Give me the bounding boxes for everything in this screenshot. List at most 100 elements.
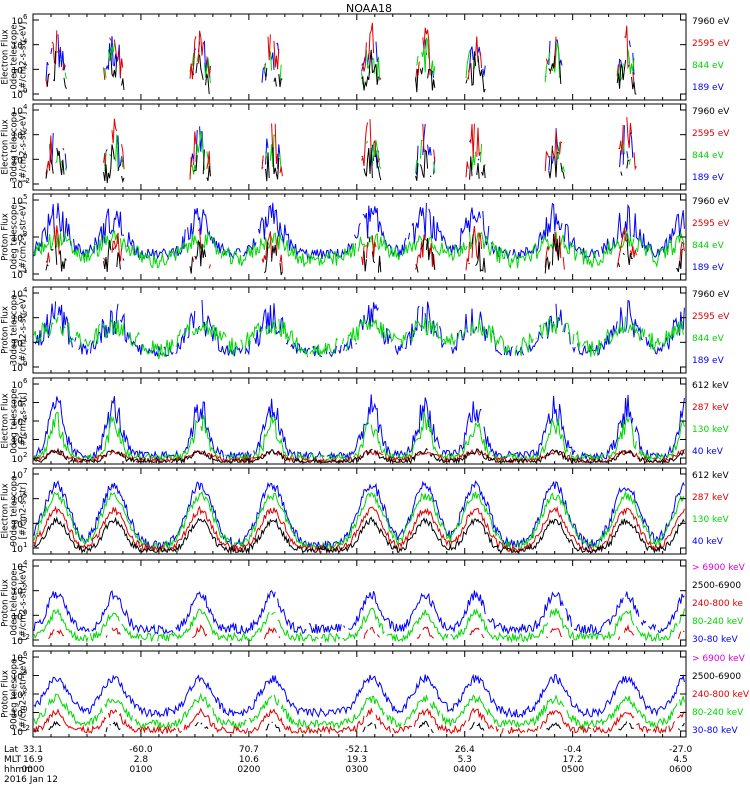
y-tick-label: 10 bbox=[12, 132, 24, 142]
y-tick-exponent: 0 bbox=[23, 608, 27, 616]
legend-item-green: 80-240 keV bbox=[692, 617, 744, 627]
ylabel-line: 90deg telescope bbox=[10, 476, 20, 547]
y-tick-label: 10 bbox=[12, 496, 24, 506]
panel-8-traces bbox=[33, 673, 685, 735]
ylabel-line: 0deg telescope bbox=[10, 204, 20, 269]
x-tick-hhmm: 0200 bbox=[237, 765, 260, 775]
y-tick-exponent: 1 bbox=[23, 335, 27, 343]
panel-1-frame bbox=[32, 13, 687, 101]
y-tick-label: 10 bbox=[12, 400, 24, 410]
y-tick-exponent: 2 bbox=[23, 128, 27, 136]
legend-item-red: 240-800 ke bbox=[692, 599, 743, 609]
y-tick-label: 10 bbox=[12, 91, 24, 101]
ylabel-line: TED bbox=[0, 228, 2, 247]
x-row-label: Lat bbox=[4, 745, 19, 755]
legend-item-green: 130 keV bbox=[692, 515, 729, 525]
legend-item-black: 612 keV bbox=[692, 471, 729, 481]
legend-item-magenta: > 6900 keV bbox=[692, 563, 746, 573]
y-tick-exponent: 4 bbox=[23, 103, 28, 111]
ylabel-line: 30deg telescope bbox=[10, 112, 20, 183]
legend-item-green: 80-240 keV bbox=[692, 708, 744, 718]
legend-item-black: 7960 eV bbox=[692, 107, 730, 117]
panel-2-series-black bbox=[46, 145, 636, 184]
y-tick-label: 10 bbox=[12, 637, 24, 647]
panel-3-frame bbox=[32, 193, 687, 281]
y-tick-exponent: 7 bbox=[23, 467, 27, 475]
y-tick-exponent: -2 bbox=[23, 177, 30, 185]
y-tick-exponent: 3 bbox=[23, 311, 27, 319]
panel-1: 106104102100TEDElectron Flux0deg telesco… bbox=[0, 13, 730, 101]
ylabel-line: TED bbox=[0, 48, 2, 67]
y-tick-exponent: 6 bbox=[23, 13, 28, 21]
y-tick-exponent: 1 bbox=[23, 541, 27, 549]
chart-title: NOAA18 bbox=[346, 2, 392, 15]
x-tick-mlt: 17.2 bbox=[563, 755, 583, 765]
legend-item-blue: 189 eV bbox=[692, 263, 725, 273]
y-tick-exponent: 4 bbox=[23, 38, 28, 46]
y-tick-exponent: 4 bbox=[23, 669, 28, 677]
legend-item-blue: 189 eV bbox=[692, 83, 725, 93]
panel-4-series-blue bbox=[34, 299, 685, 358]
panel-3-series-green bbox=[33, 229, 685, 269]
y-tick-label: 10 bbox=[12, 315, 24, 325]
y-tick-exponent: -2 bbox=[23, 633, 30, 641]
x-tick-hhmm: 0400 bbox=[453, 765, 476, 775]
y-tick-label: 10 bbox=[12, 545, 24, 555]
y-tick-exponent: 2 bbox=[23, 584, 27, 592]
y-tick-label: 10 bbox=[12, 654, 24, 664]
ylabel-line: [#/cm2-s-str-eV] bbox=[19, 22, 29, 92]
y-tick-label: 10 bbox=[12, 181, 24, 191]
x-tick-lat: 33.1 bbox=[23, 745, 43, 755]
legend-item-blue: 30-80 keV bbox=[692, 635, 738, 645]
legend-item-red: 2595 eV bbox=[692, 312, 730, 322]
y-tick-exponent: 0 bbox=[23, 87, 27, 95]
ylabel-line: MEPED bbox=[0, 496, 2, 526]
panel-3-series-red bbox=[45, 225, 685, 272]
ylabel-line: MEPED bbox=[0, 679, 2, 709]
y-tick-exponent: 3 bbox=[23, 230, 27, 238]
y-tick-label: 10 bbox=[12, 588, 24, 598]
y-tick-exponent: 2 bbox=[23, 62, 27, 70]
x-tick-lat: -27.0 bbox=[669, 745, 693, 755]
y-tick-exponent: 4 bbox=[23, 559, 28, 567]
x-row-label: 2016 Jan 12 bbox=[4, 775, 58, 785]
ylabel-line: TED bbox=[0, 321, 2, 340]
legend-item-green: 130 keV bbox=[692, 425, 729, 435]
panel-1-series-black bbox=[46, 49, 637, 95]
y-tick-label: 10 bbox=[12, 710, 24, 720]
y-tick-exponent: 5 bbox=[23, 193, 27, 201]
x-tick-mlt: 16.9 bbox=[23, 755, 43, 765]
panel-7-series-blue bbox=[33, 590, 685, 636]
panel-3-ylabel: TEDProton Flux0deg telescope[#/cm2-s-str… bbox=[0, 202, 29, 272]
legend-item-red: 240-800 keV bbox=[692, 690, 750, 700]
ylabel-line: [#/cm2-s-str] bbox=[19, 483, 29, 540]
ylabel-line: Proton Flux bbox=[1, 670, 11, 718]
x-tick-hhmm: 0100 bbox=[129, 765, 152, 775]
x-row-label: hhmm bbox=[4, 765, 33, 775]
panel-7-series-green bbox=[33, 607, 685, 644]
ylabel-line: [#/cm2-s-str-keV] bbox=[19, 657, 29, 732]
y-tick-label: 10 bbox=[12, 437, 24, 447]
y-tick-label: 10 bbox=[12, 42, 24, 52]
ylabel-line: MEPED bbox=[0, 588, 2, 618]
panel-5-traces bbox=[33, 394, 685, 464]
panel-3: 105103101TEDProton Flux0deg telescope[#/… bbox=[0, 193, 730, 281]
y-tick-label: 10 bbox=[12, 691, 24, 701]
panel-7-series-red bbox=[48, 624, 685, 640]
y-tick-label: 10 bbox=[12, 728, 24, 738]
panel-1-traces bbox=[45, 22, 637, 95]
panel-6-series-red bbox=[33, 505, 685, 554]
legend-item-green: 844 eV bbox=[692, 241, 725, 251]
legend-item-black: 7960 eV bbox=[692, 17, 730, 27]
y-tick-label: 10 bbox=[12, 156, 24, 166]
ylabel-line: 90deg telescope bbox=[10, 659, 20, 730]
ylabel-line: [#/cm2-s-str-eV] bbox=[19, 112, 29, 182]
y-tick-label: 10 bbox=[12, 17, 24, 27]
y-tick-label: 10 bbox=[12, 364, 24, 374]
x-tick-mlt: 10.6 bbox=[239, 755, 259, 765]
panel-4-series-green bbox=[33, 315, 684, 360]
legend-item-red: 287 keV bbox=[692, 403, 729, 413]
y-tick-label: 10 bbox=[12, 563, 24, 573]
